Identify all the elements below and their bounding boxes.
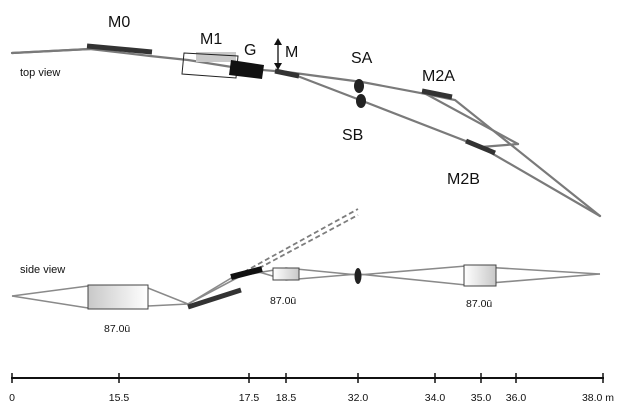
scale-label-2: 17.5 bbox=[239, 392, 260, 404]
sb-label: SB bbox=[342, 127, 363, 144]
sa-label: SA bbox=[351, 50, 373, 67]
scale-label-5: 34.0 bbox=[425, 392, 446, 404]
side-m-box bbox=[272, 267, 300, 281]
scale-label-3: 18.5 bbox=[276, 392, 297, 404]
scale-label-7: 36.0 bbox=[506, 392, 527, 404]
side-dashed-beam-1 bbox=[243, 208, 359, 273]
m-label: M bbox=[285, 44, 298, 61]
side-view-label: side view bbox=[20, 264, 65, 276]
side-m1-box bbox=[87, 284, 149, 310]
scale-label-1: 15.5 bbox=[109, 392, 130, 404]
beam-path-branch-b bbox=[285, 70, 602, 218]
scale-label-4: 32.0 bbox=[348, 392, 369, 404]
side-angle-label-1: 87.0ū bbox=[104, 323, 130, 335]
m0-mirror bbox=[86, 43, 153, 55]
top-view-label: top view bbox=[20, 67, 60, 79]
scale-label-6: 35.0 bbox=[471, 392, 492, 404]
scale-label-0: 0 bbox=[9, 392, 15, 404]
side-m2-box bbox=[463, 264, 497, 287]
m0-label: M0 bbox=[108, 14, 130, 31]
g-label: G bbox=[244, 42, 256, 59]
m1-mirror-box bbox=[181, 52, 239, 79]
distance-scale: 0 15.5 17.5 18.5 32.0 34.0 35.0 36.0 38.… bbox=[9, 373, 614, 404]
beam-path-b-cross bbox=[479, 142, 520, 149]
m2a-label: M2A bbox=[422, 68, 455, 85]
scale-ticks bbox=[11, 373, 604, 383]
side-angle-label-2: 87.0ū bbox=[270, 295, 296, 307]
side-dashed-beam-2 bbox=[251, 214, 359, 273]
side-slit bbox=[354, 268, 362, 284]
m2b-label: M2B bbox=[447, 171, 480, 188]
m-translation-arrow-icon bbox=[274, 38, 282, 70]
m2b-mirror bbox=[465, 138, 496, 156]
m1-label: M1 bbox=[200, 31, 222, 48]
side-view: side view 87.0ū 87.0ū 87.0ū bbox=[11, 208, 601, 335]
side-angle-label-3: 87.0ū bbox=[466, 298, 492, 310]
side-m1-reflector bbox=[187, 287, 242, 310]
beam-path-a-reflect bbox=[424, 92, 602, 218]
scale-label-8: 38.0 m bbox=[582, 392, 614, 404]
top-view: top view M0 M1 G M SA SB bbox=[10, 14, 602, 218]
m-mirror bbox=[274, 68, 300, 79]
slit-sa bbox=[354, 79, 364, 93]
beam-path-input bbox=[10, 47, 92, 55]
side-grating bbox=[230, 266, 263, 280]
m2a-mirror bbox=[421, 88, 453, 100]
slit-sb bbox=[356, 94, 366, 108]
grating-g bbox=[229, 60, 264, 79]
